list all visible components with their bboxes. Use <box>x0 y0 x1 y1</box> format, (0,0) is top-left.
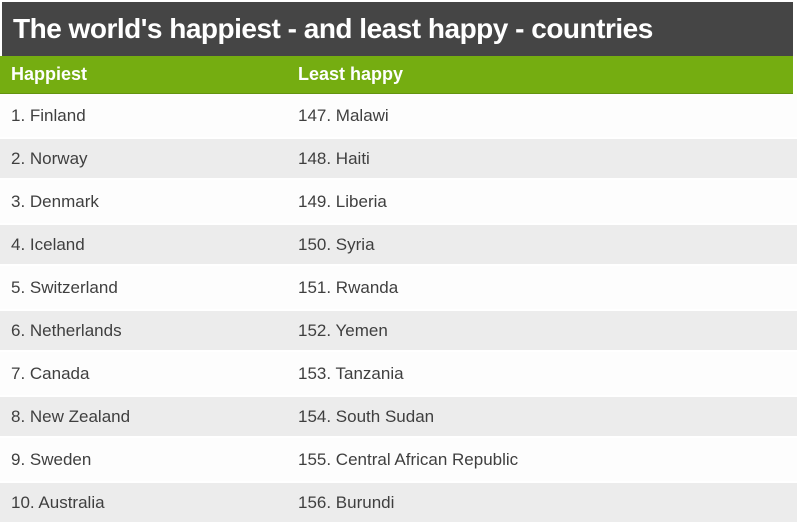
table-row: 5. Switzerland 151. Rwanda <box>0 266 797 309</box>
happiest-cell: 5. Switzerland <box>11 277 118 297</box>
table-row: 9. Sweden 155. Central African Republic <box>0 438 797 481</box>
page-title: The world's happiest - and least happy -… <box>13 13 653 44</box>
least-happy-cell: 154. South Sudan <box>298 406 435 426</box>
happiest-cell: 8. New Zealand <box>11 406 131 426</box>
table-row: 4. Iceland 150. Syria <box>0 223 797 266</box>
table-row: 3. Denmark 149. Liberia <box>0 180 797 223</box>
happiest-cell: 3. Denmark <box>11 191 99 211</box>
column-header-happiest: Happiest <box>11 64 88 84</box>
title-bar: The world's happiest - and least happy -… <box>2 2 793 56</box>
happiest-cell: 10. Australia <box>11 492 105 512</box>
column-header-least-happy: Least happy <box>298 64 404 84</box>
happiest-cell: 1. Finland <box>11 105 86 125</box>
table-row: 7. Canada 153. Tanzania <box>0 352 797 395</box>
least-happy-cell: 148. Haiti <box>298 148 370 168</box>
happiest-cell: 9. Sweden <box>11 449 92 469</box>
table-row: 1. Finland 147. Malawi <box>0 94 797 137</box>
happiest-cell: 2. Norway <box>11 148 88 168</box>
table-row: 10. Australia 156. Burundi <box>0 481 797 524</box>
least-happy-cell: 152. Yemen <box>298 320 388 340</box>
least-happy-cell: 150. Syria <box>298 234 375 254</box>
table-row: 8. New Zealand 154. South Sudan <box>0 395 797 438</box>
least-happy-cell: 151. Rwanda <box>298 277 399 297</box>
least-happy-cell: 147. Malawi <box>298 105 389 125</box>
footer-strip <box>0 524 800 531</box>
table-row: 2. Norway 148. Haiti <box>0 137 797 180</box>
least-happy-cell: 149. Liberia <box>298 191 387 211</box>
least-happy-cell: 155. Central African Republic <box>298 449 519 469</box>
happiest-cell: 6. Netherlands <box>11 320 122 340</box>
column-header-row: Happiest Least happy <box>0 56 793 94</box>
least-happy-cell: 156. Burundi <box>298 492 395 512</box>
happiest-cell: 7. Canada <box>11 363 90 383</box>
table-body: 1. Finland 147. Malawi 2. Norway 148. Ha… <box>0 94 797 524</box>
table-row: 6. Netherlands 152. Yemen <box>0 309 797 352</box>
happiest-cell: 4. Iceland <box>11 234 85 254</box>
least-happy-cell: 153. Tanzania <box>298 363 404 383</box>
